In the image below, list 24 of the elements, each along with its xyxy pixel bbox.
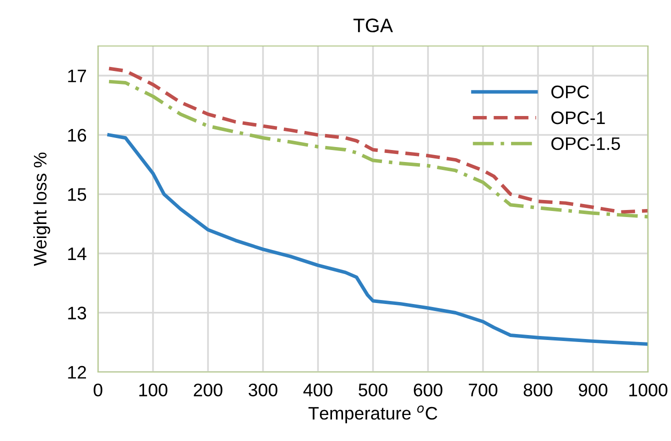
legend-label: OPC [551, 86, 589, 98]
x-tick-label: 200 [194, 384, 222, 396]
y-tick-label: 15 [68, 188, 86, 201]
legend-label: OPC-1.5 [551, 137, 620, 150]
x-tick-label: 800 [524, 384, 552, 396]
x-tick-label: 700 [468, 384, 498, 396]
x-tick-label: 600 [414, 384, 442, 396]
y-tick-label: 17 [68, 70, 86, 82]
x-tick-label: 1000 [629, 384, 668, 396]
y-tick-label: 16 [68, 128, 86, 142]
chart-title: TGA [353, 18, 393, 32]
x-axis-title: Temperature $^{o}$C [308, 406, 438, 424]
x-tick-label: 300 [248, 384, 278, 396]
x-tick-label: 100 [139, 384, 168, 396]
legend-label: OPC-1 [551, 111, 605, 124]
line-series [107, 133, 648, 346]
y-axis-title: Weight loss % [33, 152, 50, 266]
y-tick-label: 13 [68, 306, 86, 320]
x-tick-label: 900 [578, 384, 608, 396]
x-tick-label: 0 [94, 384, 102, 396]
y-tick-label: 12 [68, 366, 86, 379]
x-tick-label: 400 [303, 384, 332, 396]
x-tick-label: 500 [358, 384, 388, 396]
y-tick-label: 14 [68, 248, 86, 260]
